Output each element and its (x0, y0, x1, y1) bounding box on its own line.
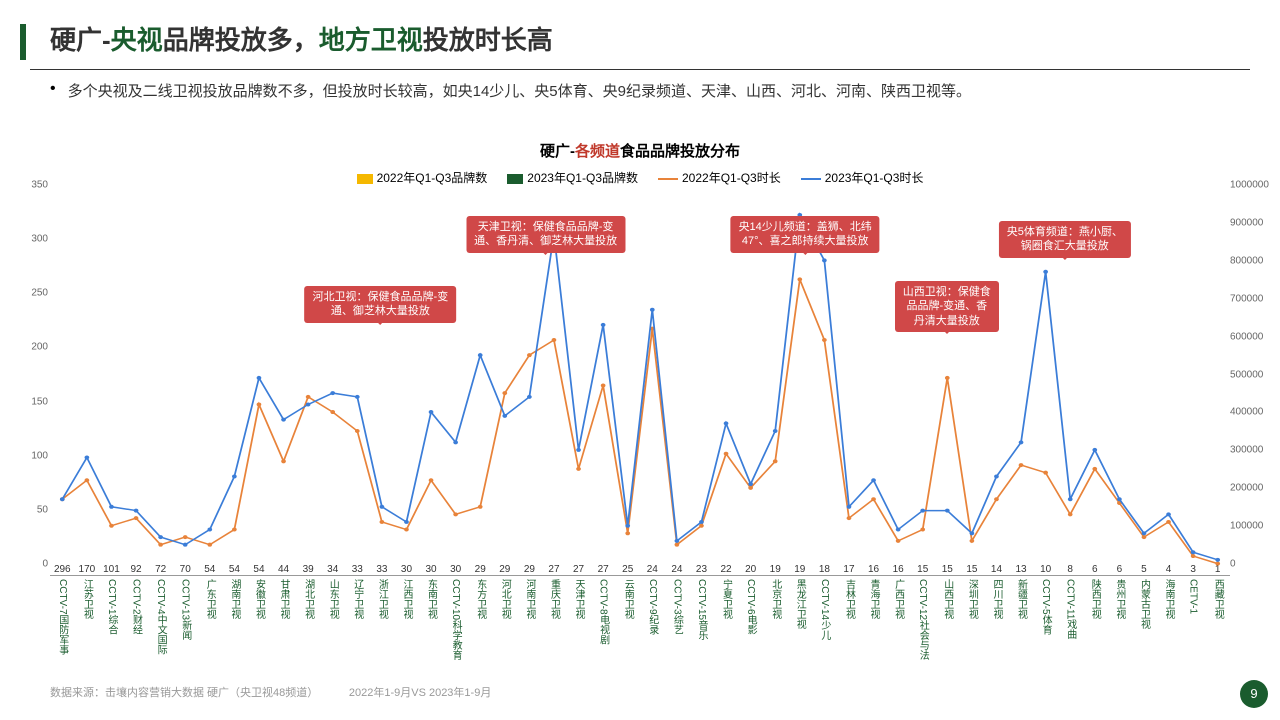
x-axis-label: CCTV-14少儿 (817, 579, 832, 640)
chart-callout: 央5体育频道：燕小厨、锅圈食汇大量投放 (999, 221, 1131, 258)
legend-item: 2022年Q1-Q3时长 (658, 169, 781, 186)
x-axis-label: 海南卫视 (1161, 579, 1176, 619)
x-axis-label: 西藏卫视 (1210, 579, 1225, 619)
x-axis-label: 甘肃卫视 (276, 579, 291, 619)
x-axis-label: CCTV-1综合 (104, 579, 119, 635)
subtitle-wrap: • 多个央视及二线卫视投放品牌数不多，但投放时长较高，如央14少儿、央5体育、央… (0, 80, 1280, 104)
x-axis-label: 湖南卫视 (227, 579, 242, 619)
x-axis-label: 青海卫视 (866, 579, 881, 619)
header-accent-bar (20, 24, 26, 60)
x-axis-label: 广东卫视 (202, 579, 217, 619)
footer: 数据来源：击壤内容营销大数据 硬广（央卫视48频道） 2022年1-9月VS 2… (50, 684, 1230, 700)
slide-subtitle: 多个央视及二线卫视投放品牌数不多，但投放时长较高，如央14少儿、央5体育、央9纪… (50, 80, 1230, 104)
y-axis-left: 050100150200250300350 (20, 196, 50, 575)
chart-callout: 河北卫视：保健食品品牌-变通、御芝林大量投放 (305, 286, 457, 323)
x-axis-label: 山西卫视 (940, 579, 955, 619)
chart-legend: 2022年Q1-Q3品牌数 2023年Q1-Q3品牌数 2022年Q1-Q3时长 20… (50, 169, 1230, 186)
x-axis-label: CCTV-7国防军事 (55, 579, 70, 655)
x-axis-label: 贵州卫视 (1112, 579, 1127, 619)
x-axis-label: 新疆卫视 (1014, 579, 1029, 619)
x-axis-label: CCTV-11戏曲 (1063, 579, 1078, 639)
x-axis-label: 江苏卫视 (79, 579, 94, 619)
x-axis-label: CCTV-9纪录 (645, 579, 660, 635)
data-source: 数据来源：击壤内容营销大数据 硬广（央卫视48频道） (50, 687, 318, 699)
x-axis-label: 安徽卫视 (251, 579, 266, 619)
x-axis-label: 北京卫视 (768, 579, 783, 619)
x-axis-label: 广西卫视 (891, 579, 906, 619)
slide-title: 硬广-央视品牌投放多，地方卫视投放时长高 (50, 20, 1280, 57)
x-axis-label: 黑龙江卫视 (792, 579, 807, 629)
x-axis-label: 四川卫视 (989, 579, 1004, 619)
y-axis-right: 0100000200000300000400000500000600000700… (1230, 196, 1280, 575)
chart-plot: 050100150200250300350 010000020000030000… (50, 196, 1230, 576)
x-axis-label: 深圳卫视 (964, 579, 979, 619)
chart-title: 硬广-各频道食品品牌投放分布 (50, 140, 1230, 161)
x-axis-label: CCTV-13新闻 (178, 579, 193, 640)
legend-item: 2023年Q1-Q3品牌数 (507, 169, 638, 186)
x-axis-label: 湖北卫视 (301, 579, 316, 619)
x-axis-label: 河北卫视 (497, 579, 512, 619)
legend-item: 2023年Q1-Q3时长 (801, 169, 924, 186)
x-axis-label: CCTV-5体育 (1038, 579, 1053, 635)
x-axis-label: CCTV-6电影 (743, 579, 758, 635)
x-axis-label: 内蒙古卫视 (1136, 579, 1151, 629)
x-axis-label: 山东卫视 (325, 579, 340, 619)
x-axis-label: 东南卫视 (424, 579, 439, 619)
x-axis-label: 浙江卫视 (374, 579, 389, 619)
chart-area: 硬广-各频道食品品牌投放分布 2022年Q1-Q3品牌数 2023年Q1-Q3品牌… (50, 140, 1230, 660)
header-divider (30, 69, 1250, 70)
x-axis-label: CCTV-15音乐 (694, 579, 709, 640)
x-axis-label: 河南卫视 (522, 579, 537, 619)
x-axis-label: CCTV-10科学教育 (448, 579, 463, 660)
chart-callout: 山西卫视：保健食品品牌-变通、香丹清大量投放 (895, 281, 999, 332)
page-number: 9 (1240, 680, 1268, 708)
x-axis-label: 天津卫视 (571, 579, 586, 619)
chart-callout: 天津卫视：保健食品品牌-变通、香丹清、御芝林大量投放 (466, 216, 625, 253)
x-axis-label: CCTV-2财经 (129, 579, 144, 635)
x-axis-label: 江西卫视 (399, 579, 414, 619)
x-axis-label: CETV-1 (1188, 579, 1199, 614)
x-axis-label: 陕西卫视 (1087, 579, 1102, 619)
x-axis-label: 吉林卫视 (841, 579, 856, 619)
x-axis-label: CCTV-8电视剧 (596, 579, 611, 645)
x-axis-label: CCTV-4中文国际 (153, 579, 168, 655)
x-axis-label: 辽宁卫视 (350, 579, 365, 619)
x-axis-label: CCTV-3综艺 (669, 579, 684, 635)
legend-item: 2022年Q1-Q3品牌数 (357, 169, 488, 186)
chart-callout: 央14少儿频道：盖狮、北纬47°、喜之郎持续大量投放 (731, 216, 880, 253)
x-axis-label: 东方卫视 (473, 579, 488, 619)
x-axis-label: 云南卫视 (620, 579, 635, 619)
x-axis-label: 宁夏卫视 (719, 579, 734, 619)
x-axis-label: 重庆卫视 (546, 579, 561, 619)
slide-header: 硬广-央视品牌投放多，地方卫视投放时长高 (0, 0, 1280, 57)
period: 2022年1-9月VS 2023年1-9月 (349, 687, 491, 699)
x-axis-label: CCTV-12社会与法 (915, 579, 930, 660)
bullet-icon: • (50, 80, 56, 98)
